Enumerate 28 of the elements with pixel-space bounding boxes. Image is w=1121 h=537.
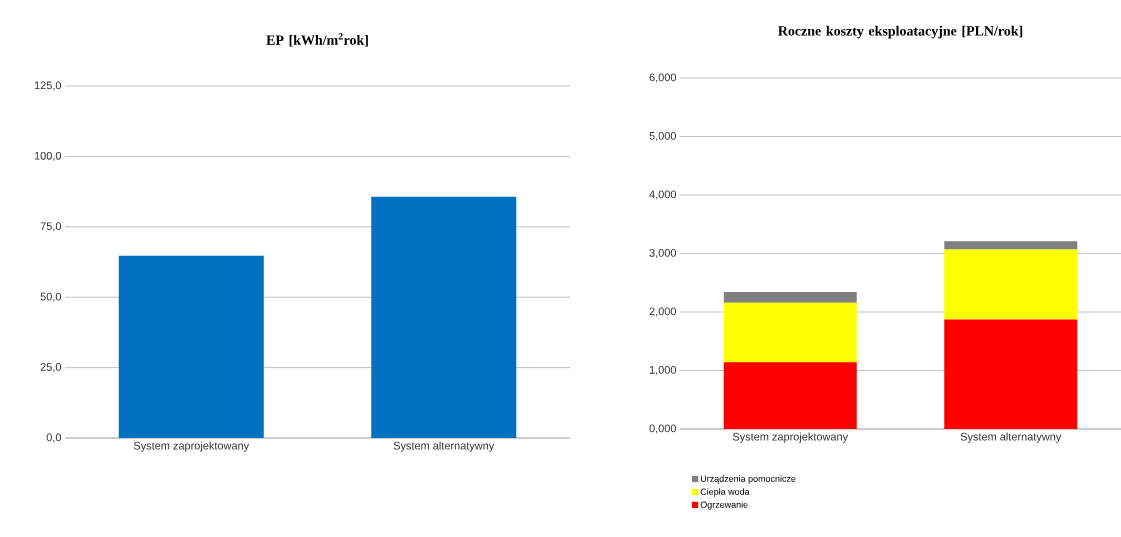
bar	[944, 249, 1078, 320]
bar	[723, 292, 857, 303]
y-tick-label: 75,0	[40, 222, 62, 232]
y-tick-label: 1,000	[649, 365, 677, 376]
legend-label: Urządzenia pomocnicze	[700, 475, 796, 484]
y-tick-label: 125,0	[34, 81, 62, 91]
y-tick-label: 2,000	[649, 307, 677, 317]
legend-label: Ogrzewanie	[700, 501, 748, 510]
y-tick-label: 5,000	[649, 131, 677, 142]
chart-title: Roczne koszty eksploatacyjne [PLN/rok]	[778, 25, 1023, 39]
chart-title: EP [kWh/m$^{2}$rok]	[266, 32, 368, 47]
bar	[723, 302, 857, 363]
x-tick-label: System zaprojektowany	[732, 432, 849, 443]
y-tick-label: 25,0	[40, 363, 62, 373]
y-tick-label: 4,000	[649, 190, 677, 200]
legend-label: Ciepła woda	[700, 488, 750, 497]
y-tick-label: 0,000	[649, 424, 677, 434]
y-tick-label: 50,0	[40, 292, 62, 302]
x-tick-label: System alternatywny	[393, 441, 495, 452]
x-tick-label: System alternatywny	[960, 432, 1062, 443]
x-tick-label: System zaprojektowany	[133, 441, 250, 452]
bar	[723, 362, 857, 429]
bar	[944, 319, 1078, 429]
y-tick-label: 3,000	[649, 248, 677, 259]
bar	[944, 241, 1078, 250]
y-tick-label: 100,0	[34, 151, 62, 161]
y-tick-label: 6,000	[649, 73, 677, 83]
y-tick-label: 0,0	[46, 433, 62, 443]
